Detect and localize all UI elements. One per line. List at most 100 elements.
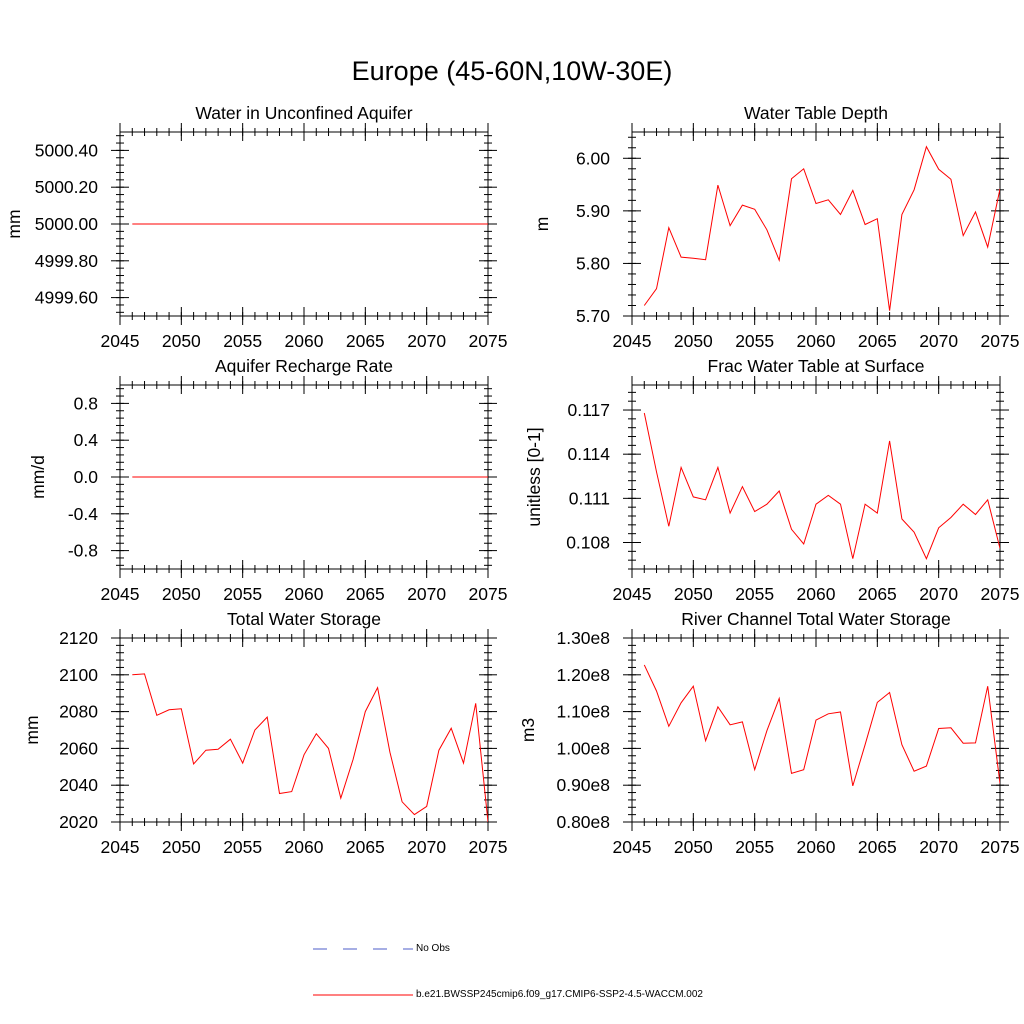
x-tick-label: 2060 bbox=[797, 331, 836, 351]
x-tick-label: 2065 bbox=[346, 837, 385, 857]
x-tick-label: 2075 bbox=[981, 837, 1020, 857]
y-tick-label: 5000.20 bbox=[35, 177, 99, 197]
x-tick-label: 2070 bbox=[407, 837, 446, 857]
y-tick-label: 1.00e8 bbox=[556, 738, 610, 758]
panel-3: Aquifer Recharge Rate mm/d 2045 2050 2055 206… bbox=[28, 356, 507, 604]
x-tick-label: 2065 bbox=[346, 584, 385, 604]
panel-title: Frac Water Table at Surface bbox=[708, 356, 925, 376]
x-tick-label: 2065 bbox=[858, 331, 897, 351]
x-tick-label: 2065 bbox=[858, 584, 897, 604]
panel-2: Water Table Depth m 2045 2050 2055 2060 2065 20… bbox=[532, 103, 1019, 351]
x-tick-label: 2075 bbox=[469, 584, 508, 604]
y-tick-label: 0.0 bbox=[74, 467, 99, 487]
x-tick-label: 2075 bbox=[469, 331, 508, 351]
panel-6: River Channel Total Water Storage m3 2045 2… bbox=[518, 609, 1019, 857]
x-tick-label: 2055 bbox=[735, 584, 774, 604]
y-tick-label: 5.80 bbox=[576, 253, 610, 273]
panel-title: Aquifer Recharge Rate bbox=[215, 356, 393, 376]
x-tick-label: 2050 bbox=[162, 584, 201, 604]
figure-title: Europe (45-60N,10W-30E) bbox=[351, 56, 673, 86]
panel-title: Water in Unconfined Aquifer bbox=[195, 103, 412, 123]
y-tick-label: 0.4 bbox=[74, 430, 99, 450]
series-line-model bbox=[643, 664, 1000, 787]
x-tick-label: 2050 bbox=[162, 837, 201, 857]
y-tick-label: 2020 bbox=[59, 812, 98, 832]
y-axis-label: unitless [0-1] bbox=[524, 427, 544, 526]
x-tick-label: 2045 bbox=[101, 837, 140, 857]
panel-1: Water in Unconfined Aquifer mm 2045 2050 205… bbox=[4, 103, 507, 351]
y-tick-label: 4999.60 bbox=[35, 288, 99, 308]
x-tick-label: 2045 bbox=[613, 584, 652, 604]
x-tick-label: 2055 bbox=[223, 584, 262, 604]
x-tick-label: 2060 bbox=[285, 331, 324, 351]
legend-model-line bbox=[313, 994, 413, 996]
y-tick-label: 5.70 bbox=[576, 306, 610, 326]
y-axis-label: mm/d bbox=[28, 455, 48, 499]
x-tick-label: 2055 bbox=[223, 331, 262, 351]
x-tick-label: 2065 bbox=[858, 837, 897, 857]
y-tick-label: 2040 bbox=[59, 775, 98, 795]
y-tick-label: 1.20e8 bbox=[556, 665, 610, 685]
x-tick-label: 2070 bbox=[407, 584, 446, 604]
series-line-model bbox=[643, 145, 1000, 311]
y-tick-label: 5000.40 bbox=[35, 140, 99, 160]
x-tick-label: 2055 bbox=[223, 837, 262, 857]
y-tick-label: 1.10e8 bbox=[556, 702, 610, 722]
x-tick-label: 2075 bbox=[981, 331, 1020, 351]
plot-frame bbox=[631, 384, 1001, 570]
y-tick-label: -0.4 bbox=[68, 504, 98, 524]
series-line-model bbox=[643, 412, 1000, 560]
x-tick-label: 2045 bbox=[101, 331, 140, 351]
x-tick-label: 2070 bbox=[919, 331, 958, 351]
series-line-model bbox=[132, 673, 488, 822]
panel-title: Total Water Storage bbox=[227, 609, 381, 629]
panel-5: Total Water Storage mm 2045 2050 2055 2060 206… bbox=[22, 609, 507, 857]
y-axis-label: mm bbox=[4, 209, 24, 238]
x-tick-label: 2075 bbox=[981, 584, 1020, 604]
x-tick-label: 2050 bbox=[674, 837, 713, 857]
legend-model-label: b.e21.BWSSP245cmip6.f09_g17.CMIP6-SSP2-4… bbox=[416, 989, 703, 1000]
y-tick-label: 1.30e8 bbox=[556, 628, 610, 648]
plot-frame bbox=[631, 131, 1001, 317]
x-tick-label: 2070 bbox=[407, 331, 446, 351]
y-tick-label: 2080 bbox=[59, 702, 98, 722]
y-tick-label: 5.90 bbox=[576, 201, 610, 221]
y-tick-label: 0.111 bbox=[569, 488, 610, 508]
y-tick-label: 0.80e8 bbox=[556, 812, 610, 832]
plot-frame bbox=[119, 637, 489, 823]
y-tick-label: 4999.80 bbox=[35, 251, 99, 271]
x-tick-label: 2050 bbox=[162, 331, 201, 351]
y-tick-label: 0.8 bbox=[74, 393, 98, 413]
y-tick-label: 0.90e8 bbox=[556, 775, 610, 795]
y-axis-label: m3 bbox=[518, 718, 538, 742]
y-tick-label: -0.8 bbox=[68, 541, 98, 561]
x-tick-label: 2050 bbox=[674, 584, 713, 604]
y-axis-label: m bbox=[532, 217, 552, 232]
x-tick-label: 2060 bbox=[285, 837, 324, 857]
x-tick-label: 2060 bbox=[797, 584, 836, 604]
y-tick-label: 5000.00 bbox=[35, 214, 99, 234]
y-axis-label: mm bbox=[22, 715, 42, 744]
y-tick-label: 0.114 bbox=[568, 444, 611, 464]
y-tick-label: 0.108 bbox=[566, 533, 610, 553]
x-tick-label: 2070 bbox=[919, 584, 958, 604]
x-tick-label: 2060 bbox=[285, 584, 324, 604]
x-tick-label: 2045 bbox=[613, 837, 652, 857]
y-tick-label: 0.117 bbox=[568, 400, 611, 420]
panel-title: Water Table Depth bbox=[744, 103, 888, 123]
x-tick-label: 2045 bbox=[101, 584, 140, 604]
legend-obs-line bbox=[313, 948, 413, 950]
x-tick-label: 2065 bbox=[346, 331, 385, 351]
x-tick-label: 2075 bbox=[469, 837, 508, 857]
panel-title: River Channel Total Water Storage bbox=[681, 609, 950, 629]
x-tick-label: 2045 bbox=[613, 331, 652, 351]
x-tick-label: 2055 bbox=[735, 837, 774, 857]
y-tick-label: 6.00 bbox=[576, 148, 610, 168]
x-tick-label: 2050 bbox=[674, 331, 713, 351]
y-tick-label: 2120 bbox=[59, 628, 98, 648]
y-tick-label: 2060 bbox=[59, 738, 98, 758]
x-tick-label: 2070 bbox=[919, 837, 958, 857]
x-tick-label: 2055 bbox=[735, 331, 774, 351]
panel-4: Frac Water Table at Surface unitless [0-1… bbox=[524, 356, 1019, 604]
